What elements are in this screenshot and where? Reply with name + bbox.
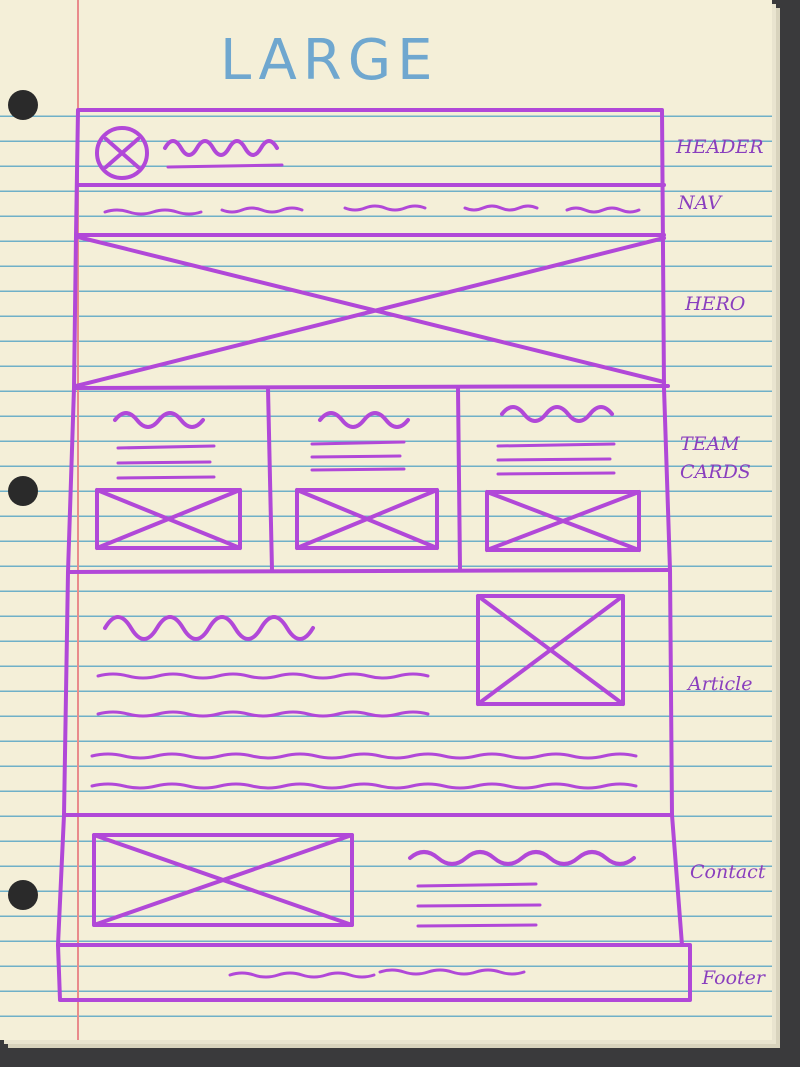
binder-hole (8, 880, 38, 910)
wireframe-sketch (56, 108, 692, 1002)
hero-image-placeholder (74, 235, 666, 388)
label-article: Article (688, 673, 753, 695)
team-card (295, 411, 439, 550)
label-header: HEADER (676, 136, 764, 158)
contact-image-placeholder (92, 833, 354, 927)
header-section (95, 126, 284, 180)
team-cards (95, 386, 641, 572)
binder-hole (8, 476, 38, 506)
team-card (95, 411, 242, 550)
logo-placeholder-icon (95, 126, 149, 180)
site-title-squiggle (163, 139, 279, 157)
binder-hole (8, 90, 38, 120)
label-hero: HERO (685, 293, 746, 315)
footer-text (228, 968, 526, 979)
contact-heading-squiggle (408, 850, 636, 866)
nav-links (103, 204, 641, 216)
label-footer: Footer (702, 967, 765, 989)
article-image-placeholder (476, 594, 625, 706)
article-heading-squiggle (103, 615, 315, 641)
label-contact: Contact (690, 861, 766, 883)
team-card (485, 405, 641, 552)
label-nav: NAV (678, 192, 722, 214)
label-team-cards: TEAM CARDS (680, 433, 751, 483)
page-title: LARGE (220, 28, 439, 93)
contact-section (92, 833, 636, 928)
notebook-paper: LARGE (0, 0, 772, 1040)
article-section (90, 594, 638, 790)
margin-line (77, 0, 79, 1040)
outer-frame (56, 108, 692, 1002)
